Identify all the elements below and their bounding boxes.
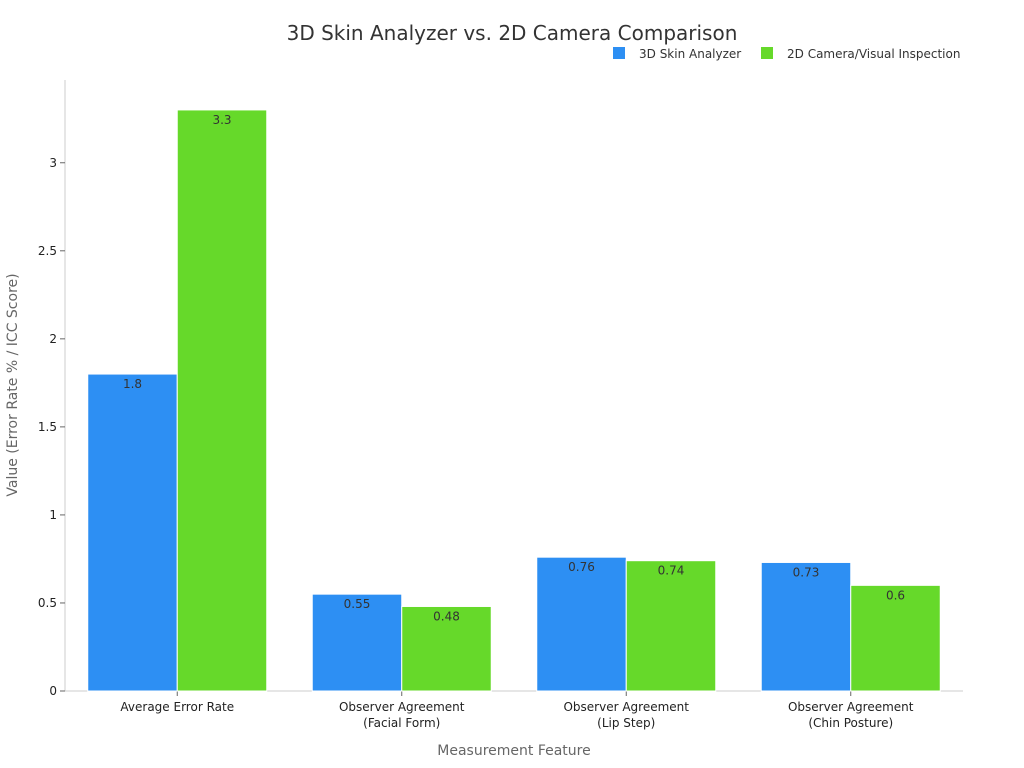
bar-3d-skin-analyzer-3: [760, 561, 852, 692]
chart-title: 3D Skin Analyzer vs. 2D Camera Compariso…: [287, 21, 738, 45]
y-tick-label: 3: [49, 156, 57, 170]
bar-3d-skin-analyzer-1: [311, 593, 403, 692]
data-label: 0.76: [568, 560, 595, 574]
data-labels: 1.8 0.55 0.76 0.73 3.3 0.48 0.74 0.6: [123, 113, 905, 624]
data-label: 0.73: [793, 565, 820, 579]
data-label: 0.48: [433, 609, 460, 623]
x-tick-label: (Chin Posture): [808, 716, 893, 730]
y-axis-title: Value (Error Rate % / ICC Score): [5, 273, 21, 496]
bars: [87, 109, 941, 692]
y-tick-label: 0: [49, 684, 57, 698]
data-label: 3.3: [212, 113, 231, 127]
y-tick-label: 1.5: [38, 420, 57, 434]
x-tick-label: Average Error Rate: [120, 700, 234, 714]
bar-2d-camera-2: [625, 560, 717, 692]
x-tick-label: Observer Agreement: [563, 700, 689, 714]
legend-swatch-2d-camera: [761, 47, 773, 59]
x-axis: Average Error Rate Observer Agreement (Fac…: [65, 690, 963, 730]
legend-label-3d-skin-analyzer: 3D Skin Analyzer: [639, 47, 741, 61]
x-tick-label: Observer Agreement: [339, 700, 465, 714]
x-tick-label: Observer Agreement: [788, 700, 914, 714]
bar-3d-skin-analyzer-2: [536, 556, 627, 692]
x-tick-label: (Lip Step): [597, 716, 655, 730]
y-tick-label: 2.5: [38, 244, 57, 258]
y-tick-label: 2: [49, 332, 57, 346]
legend: 3D Skin Analyzer 2D Camera/Visual Inspect…: [613, 47, 960, 61]
y-tick-label: 1: [49, 508, 57, 522]
x-axis-title: Measurement Feature: [437, 743, 590, 759]
x-tick-label: (Facial Form): [363, 716, 440, 730]
data-label: 0.55: [344, 597, 371, 611]
data-label: 1.8: [123, 377, 142, 391]
y-axis: 0 0.5 1 1.5 2 2.5 3: [38, 80, 66, 698]
data-label: 0.6: [886, 588, 905, 602]
legend-label-2d-camera: 2D Camera/Visual Inspection: [787, 47, 960, 61]
bar-2d-camera-3: [850, 584, 941, 692]
y-tick-label: 0.5: [38, 596, 57, 610]
data-label: 0.74: [658, 564, 685, 578]
legend-swatch-3d-skin-analyzer: [613, 47, 625, 59]
bar-2d-camera-1: [401, 605, 492, 692]
bar-2d-camera-0: [176, 109, 268, 692]
bar-3d-skin-analyzer-0: [87, 373, 178, 692]
